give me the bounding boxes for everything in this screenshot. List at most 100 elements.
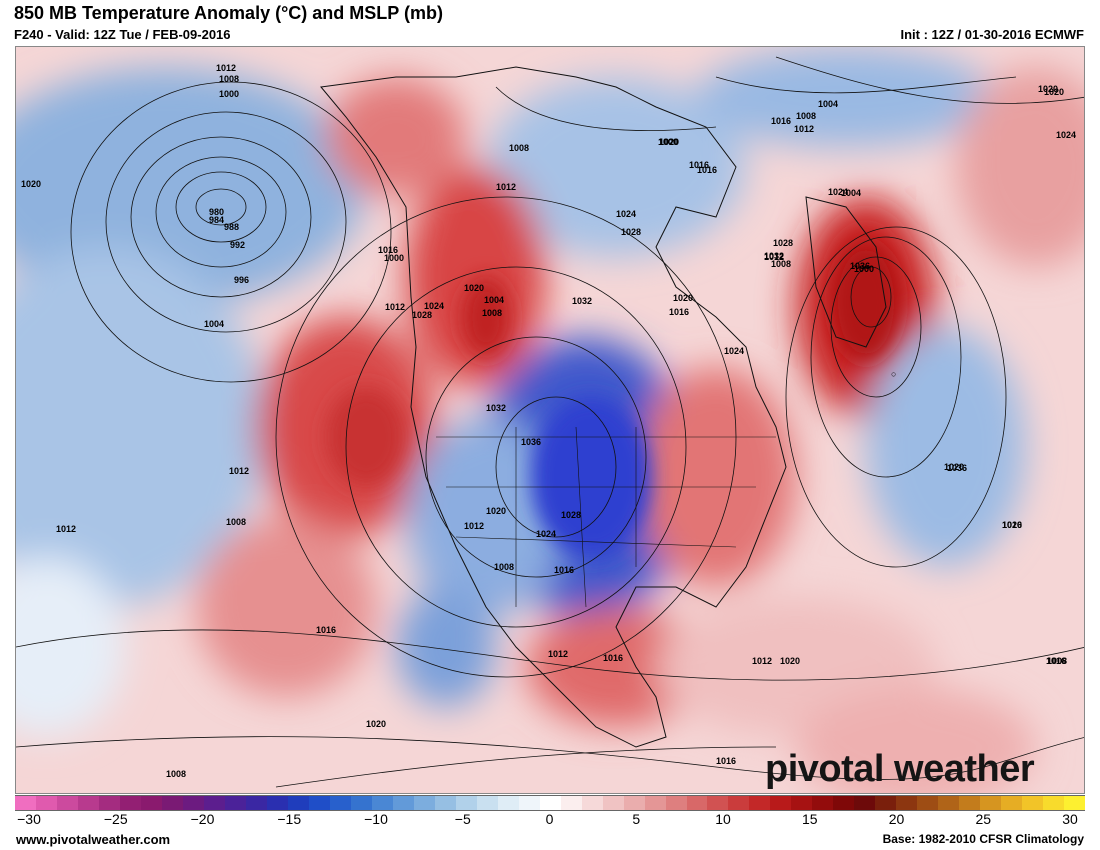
colorbar-tick-label: 0: [545, 811, 554, 827]
colorbar-swatch: [539, 796, 561, 810]
isobar-label: 1008: [494, 562, 514, 572]
isobar-label: 1036: [521, 437, 541, 447]
colorbar-swatch: [434, 796, 456, 810]
colorbar-tick-label: −15: [277, 811, 302, 827]
isobar-label: 1008: [226, 517, 246, 527]
colorbar-tick-label: 25: [975, 811, 992, 827]
climatology-base-label: Base: 1982-2010 CFSR Climatology: [882, 832, 1084, 846]
high-pressure-marker: ○: [891, 369, 896, 379]
colorbar-swatch: [665, 796, 687, 810]
isobar-label: 1008: [482, 308, 502, 318]
isobar-label: 1020: [1002, 520, 1022, 530]
colorbar-swatch: [476, 796, 498, 810]
isobar-label: 1008: [219, 74, 239, 84]
isobar-label: 1020: [464, 283, 484, 293]
colorbar-swatch: [119, 796, 141, 810]
isobar-label: 984: [209, 215, 224, 225]
isobar-label: 988: [224, 222, 239, 232]
colorbar-tick-label: −20: [190, 811, 215, 827]
colorbar-swatch: [980, 796, 1002, 810]
isobar-label: 1028: [621, 227, 641, 237]
isobar-label: 1012: [764, 252, 784, 262]
map-canvas: 1012100810001020980984988992996100410001…: [16, 47, 1084, 793]
isobar-label: 1004: [841, 188, 861, 198]
colorbar-swatch: [371, 796, 393, 810]
isobar-label: 1024: [616, 209, 636, 219]
state-borders: [436, 426, 776, 608]
isobar-label: 1000: [854, 264, 874, 274]
map-title: 850 MB Temperature Anomaly (°C) and MSLP…: [14, 3, 443, 23]
isobar-label: 1016: [554, 565, 574, 575]
isobar-label: 1036: [947, 463, 967, 473]
colorbar-swatch: [392, 796, 414, 810]
isobar-label: 1016: [316, 625, 336, 635]
colorbar-swatch: [35, 796, 57, 810]
isobar-label: 1012: [229, 466, 249, 476]
isobar-label: 1024: [424, 301, 444, 311]
site-url[interactable]: www.pivotalweather.com: [16, 832, 171, 847]
isobar-label: 1012: [794, 124, 814, 134]
isobar-label: 1016: [716, 756, 736, 766]
isobar-label: 1016: [689, 160, 709, 170]
isobar-label: 1016: [1002, 520, 1022, 530]
colorbar-swatch: [833, 796, 855, 810]
colorbar-swatch: [623, 796, 645, 810]
colorbar-swatch: [581, 796, 603, 810]
colorbar-swatch: [350, 796, 372, 810]
isobar-label: 1024: [724, 346, 744, 356]
colorbar-swatch: [1022, 796, 1044, 810]
isobar-label: 1012: [548, 649, 568, 659]
anomaly-map: 1012 1008 1000 1020 980 984 988 992 996 1004 1000 1…: [15, 46, 1085, 794]
isobar-label: 1012: [464, 521, 484, 531]
colorbar-swatch: [1043, 796, 1065, 810]
colorbar-swatch: [749, 796, 771, 810]
isobar-label: 1012: [385, 302, 405, 312]
colorbar-swatch: [224, 796, 246, 810]
isobar-label: 1020: [486, 506, 506, 516]
colorbar-swatch: [791, 796, 813, 810]
colorbar-swatch: [203, 796, 225, 810]
colorbar-swatch: [812, 796, 834, 810]
colorbar-tick-label: 20: [888, 811, 905, 827]
colorbar-tick-label: 30: [1062, 811, 1078, 827]
colorbar-tick-label: −5: [454, 811, 471, 827]
greenland-outline: [805, 196, 887, 348]
isobar-label: 1004: [484, 295, 504, 305]
isobar-label: 980: [209, 207, 224, 217]
isobar-label: 1020: [366, 719, 386, 729]
colorbar-swatch: [140, 796, 162, 810]
isobar-lines: [16, 56, 1084, 788]
colorbar-swatch: [875, 796, 897, 810]
colorbar-swatch: [854, 796, 876, 810]
isobar-label: 1020: [673, 293, 693, 303]
colorbar-tick-label: 15: [801, 811, 818, 827]
colorbar-swatch: [959, 796, 981, 810]
temperature-anomaly-colorbar: [15, 795, 1086, 811]
isobar-label: 1008: [796, 111, 816, 121]
isobar-label: 1008: [166, 769, 186, 779]
colorbar-swatch: [182, 796, 204, 810]
valid-time-label: F240 - Valid: 12Z Tue / FEB-09-2016: [14, 27, 231, 42]
isobar-label: 996: [234, 275, 249, 285]
isobar-label: 1024: [536, 529, 556, 539]
pivotal-weather-logo: pivotal weather: [765, 748, 1035, 790]
colorbar-swatch: [770, 796, 792, 810]
isobar-label: 1020: [944, 462, 964, 472]
colorbar-swatch: [896, 796, 918, 810]
isobar-label: 1020: [659, 137, 679, 147]
isobar-labels: 1012100810001020980984988992996100410001…: [21, 63, 1076, 779]
isobar-label: 1012: [752, 656, 772, 666]
isobar-label: 1020: [780, 656, 800, 666]
north-america-outline: [320, 66, 787, 748]
colorbar-tick-label: −30: [17, 811, 41, 827]
isobar-label: 1008: [509, 143, 529, 153]
colorbar-swatch: [161, 796, 183, 810]
isobar-label: 1016: [378, 245, 398, 255]
colorbar-swatch: [413, 796, 435, 810]
colorbar-swatch: [707, 796, 729, 810]
isobar-label: 1032: [486, 403, 506, 413]
colorbar-swatch: [98, 796, 120, 810]
isobar-label: 1032: [764, 251, 784, 261]
isobar-label: 1012: [216, 63, 236, 73]
colorbar-swatch: [266, 796, 288, 810]
